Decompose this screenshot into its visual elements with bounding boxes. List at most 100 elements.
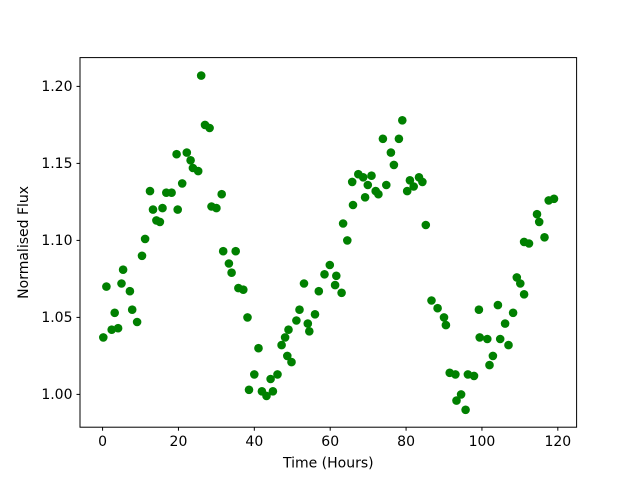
x-tick-label: 20 bbox=[170, 434, 188, 450]
y-tick-label: 1.10 bbox=[41, 233, 72, 249]
x-tick-label: 100 bbox=[469, 434, 496, 450]
data-point bbox=[409, 182, 419, 191]
data-point bbox=[394, 134, 404, 144]
data-point bbox=[137, 251, 147, 261]
data-point bbox=[549, 194, 559, 204]
y-tick-label: 1.15 bbox=[41, 156, 72, 172]
data-point bbox=[283, 351, 292, 361]
data-point bbox=[398, 116, 407, 125]
data-point bbox=[330, 280, 340, 290]
data-point bbox=[140, 234, 150, 244]
data-point bbox=[212, 203, 221, 213]
data-point bbox=[305, 327, 314, 336]
data-point bbox=[243, 313, 252, 322]
data-point bbox=[239, 285, 248, 295]
data-point bbox=[102, 282, 111, 291]
data-point bbox=[358, 173, 368, 182]
data-point bbox=[441, 320, 451, 330]
x-tick-label: 120 bbox=[544, 434, 571, 450]
data-point bbox=[217, 189, 226, 199]
data-point bbox=[145, 186, 155, 196]
data-point bbox=[516, 279, 525, 288]
data-point bbox=[461, 405, 470, 415]
data-point bbox=[439, 313, 449, 322]
data-point bbox=[402, 186, 412, 196]
data-point bbox=[287, 357, 296, 367]
data-point bbox=[320, 270, 329, 279]
data-point bbox=[451, 370, 460, 379]
data-point bbox=[303, 319, 313, 328]
y-tick-label: 1.05 bbox=[41, 310, 72, 326]
data-point bbox=[374, 189, 383, 199]
x-tick-label: 60 bbox=[321, 434, 339, 450]
data-point bbox=[299, 279, 309, 288]
data-point bbox=[262, 391, 271, 401]
data-point bbox=[421, 220, 431, 230]
data-point bbox=[292, 316, 301, 325]
data-point bbox=[500, 319, 510, 328]
x-tick-label: 80 bbox=[397, 434, 415, 450]
data-point bbox=[418, 177, 427, 187]
data-point bbox=[469, 371, 479, 381]
data-point bbox=[495, 334, 505, 344]
data-point bbox=[382, 180, 391, 190]
data-point bbox=[295, 305, 304, 315]
data-point bbox=[148, 205, 158, 214]
data-point bbox=[475, 333, 485, 342]
data-point bbox=[117, 279, 126, 288]
data-point bbox=[110, 308, 119, 318]
data-point bbox=[244, 385, 254, 395]
data-point bbox=[524, 239, 534, 248]
data-point bbox=[508, 308, 518, 318]
data-point bbox=[158, 203, 167, 213]
data-point bbox=[519, 290, 529, 299]
data-point bbox=[378, 134, 388, 144]
data-point bbox=[389, 160, 399, 170]
data-point bbox=[182, 148, 192, 157]
data-point bbox=[284, 325, 293, 335]
data-point bbox=[338, 219, 348, 228]
data-point bbox=[504, 340, 513, 350]
data-point bbox=[273, 370, 282, 379]
data-point bbox=[113, 323, 123, 333]
data-point bbox=[127, 305, 137, 315]
data-point bbox=[268, 387, 278, 396]
data-point bbox=[99, 333, 108, 342]
data-point bbox=[363, 180, 373, 190]
data-point bbox=[280, 333, 290, 342]
data-point bbox=[532, 209, 542, 219]
data-point bbox=[172, 149, 181, 159]
data-point bbox=[405, 176, 415, 185]
x-tick-label: 40 bbox=[245, 434, 263, 450]
data-point bbox=[173, 205, 182, 214]
data-point bbox=[231, 246, 240, 256]
x-tick-label: 0 bbox=[98, 434, 107, 450]
plot-border bbox=[79, 57, 578, 428]
data-point bbox=[132, 317, 142, 327]
data-point bbox=[488, 351, 498, 361]
data-point bbox=[456, 390, 466, 399]
data-point bbox=[540, 233, 549, 242]
y-tick-label: 1.20 bbox=[41, 79, 72, 95]
y-tick-label: 1.00 bbox=[41, 387, 72, 403]
data-point bbox=[155, 217, 165, 227]
data-point bbox=[427, 296, 436, 305]
data-point bbox=[224, 259, 234, 268]
data-point bbox=[254, 343, 263, 353]
data-point bbox=[534, 217, 544, 227]
y-axis-label: Normalised Flux bbox=[16, 186, 32, 299]
data-point bbox=[218, 246, 228, 256]
data-point bbox=[360, 193, 370, 202]
x-axis-label: Time (Hours) bbox=[282, 456, 374, 472]
data-point bbox=[277, 340, 286, 350]
data-point bbox=[493, 300, 503, 310]
data-point bbox=[193, 166, 203, 176]
data-point bbox=[367, 171, 376, 180]
data-point bbox=[474, 305, 484, 315]
data-point bbox=[167, 188, 176, 197]
data-point bbox=[325, 260, 335, 270]
data-point bbox=[250, 370, 259, 379]
data-point bbox=[196, 71, 206, 80]
